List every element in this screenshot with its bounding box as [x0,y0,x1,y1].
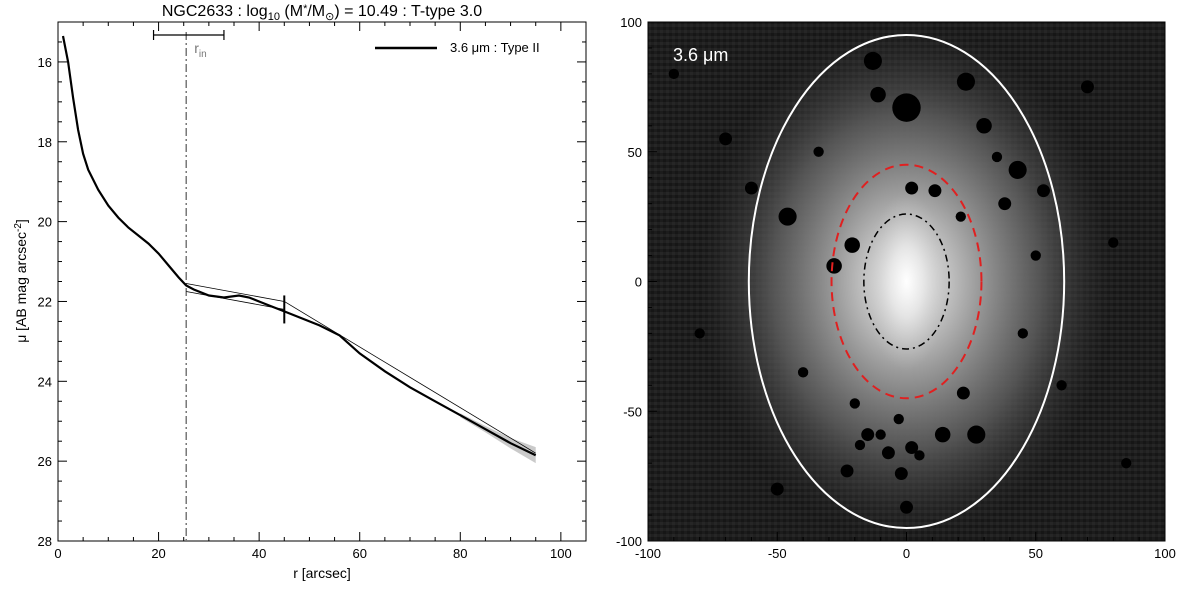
image-y-tick-label: -100 [616,534,642,549]
star-mask [894,467,908,480]
star-mask [694,328,705,339]
profile-fit-lines [186,283,536,454]
y-tick-label: 18 [38,135,52,150]
star-mask [934,426,951,443]
x-tick-label: 60 [352,546,366,561]
star-mask [956,386,970,400]
star-mask [914,450,925,461]
star-mask [875,429,886,440]
star-masks [668,51,1132,514]
star-mask [1017,328,1028,339]
star-mask [1108,237,1119,248]
star-mask [797,367,809,378]
star-mask [967,425,986,444]
image-x-tick-label: 100 [1154,546,1176,561]
fit-line [284,301,536,454]
star-mask [1037,184,1050,198]
image-x-tick-label: 50 [1029,546,1043,561]
star-mask [892,93,921,122]
image-y-tick-label: 100 [620,15,642,30]
image-y-tick-label: 0 [635,275,642,290]
inner-ellipse [863,213,950,350]
star-mask [1056,380,1067,391]
star-mask [744,181,758,195]
image-y-tick-label: 50 [628,145,642,160]
x-tick-label: 20 [151,546,165,561]
image-x-tick-label: 0 [903,546,910,561]
star-mask [840,464,854,478]
star-mask [854,439,866,451]
star-mask [778,207,797,226]
star-mask [976,118,992,134]
star-mask [844,237,860,253]
y-tick-label: 20 [38,215,52,230]
image-y-tick-label: -50 [623,404,642,419]
legend-label: 3.6 μm : Type II [450,40,540,55]
profile-plot-frame [57,21,587,542]
galaxy-bulge [865,193,948,370]
band-label: 3.6 μm [673,45,728,65]
x-tick-label: 0 [54,546,61,561]
star-mask [719,132,733,146]
r-in-errorbar [152,30,225,40]
y-tick-label: 16 [38,55,52,70]
star-mask [881,446,895,460]
star-mask [956,72,976,91]
star-mask [1030,250,1041,261]
image-x-tick-label: -100 [635,546,661,561]
y-tick-label: 28 [38,534,52,549]
x-tick-label: 40 [252,546,266,561]
star-mask [863,51,882,70]
star-mask [870,86,886,103]
image-x-tick-label: -50 [768,546,787,561]
image-axis-ticks: -100 -50 0 50 100 -100 -50 0 50 100 [616,15,1176,561]
legend: 3.6 μm : Type II [375,40,540,55]
star-mask [1008,160,1027,179]
profile-axis-ticks: 0 20 40 60 80 100 16 18 20 22 24 26 28 [38,22,587,561]
star-mask [1080,80,1094,94]
star-mask [861,428,875,442]
fit-line [186,283,285,302]
profile-series-line [61,35,537,457]
star-mask [1121,457,1132,469]
x-tick-label: 80 [453,546,467,561]
y-axis-label: μ [AB mag arcsec-2] [13,219,29,343]
x-tick-label: 100 [550,546,572,561]
outer-ellipse [747,33,1066,530]
star-mask [998,197,1012,211]
break-ellipse [830,163,983,400]
fit-line [186,291,285,310]
star-mask [893,413,904,425]
isophote-ellipses [747,33,1066,530]
star-mask [826,258,842,274]
y-tick-label: 24 [38,374,52,389]
star-mask [668,68,680,80]
star-mask [928,184,942,198]
star-mask [955,211,966,222]
star-mask [991,151,1003,163]
y-tick-label: 22 [38,294,52,309]
chart-title: NGC2633 : log10 (M*/M⊙) = 10.49 : T-type… [162,3,482,23]
star-mask [905,441,919,455]
image-panel: -100 -50 0 50 100 -100 -50 0 50 100 3.6 μm [616,15,1176,561]
y-tick-label: 26 [38,454,52,469]
star-mask [905,181,919,195]
r-in-label: rin [194,40,206,60]
star-mask [900,500,913,514]
profile-panel: 0 20 40 60 80 100 16 18 20 22 24 26 28 rin 3.6 μm : … [13,3,587,581]
star-mask [770,482,784,496]
star-mask [849,398,860,409]
star-mask [813,146,824,157]
x-axis-label: r [arcsec] [293,565,351,581]
